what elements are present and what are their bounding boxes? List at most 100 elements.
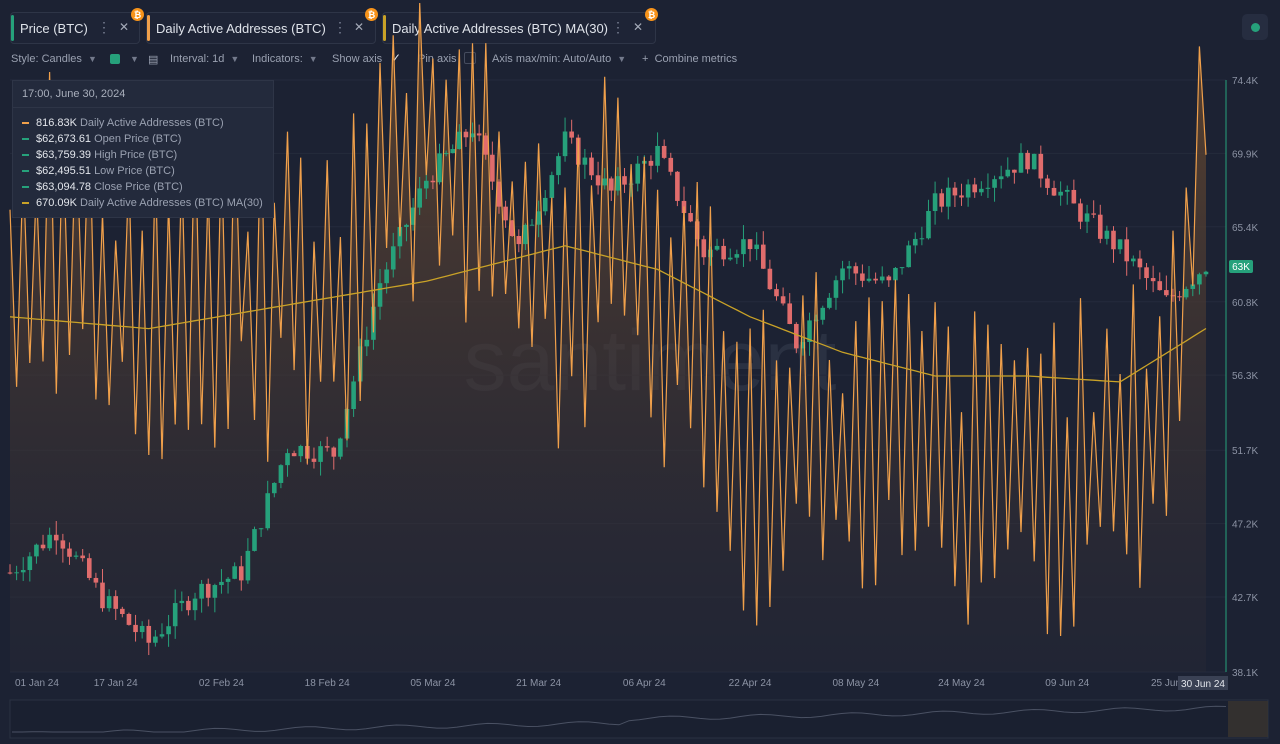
more-icon[interactable]: ⋮ bbox=[611, 19, 625, 35]
close-icon[interactable]: ✕ bbox=[633, 20, 644, 34]
candle bbox=[655, 132, 660, 173]
axis-maxmin-label: Axis max/min: Auto/Auto bbox=[492, 53, 612, 65]
candle bbox=[265, 480, 271, 531]
candle bbox=[886, 275, 892, 287]
style-dropdown[interactable]: Style: Candles ▼ bbox=[11, 53, 97, 65]
show-axis-label: Show axis bbox=[332, 53, 383, 65]
chart-toolbar: Style: Candles ▼ ▼ ▤ Interval: 1d ▼ Indica… bbox=[0, 50, 1280, 70]
candle bbox=[258, 527, 264, 537]
candle bbox=[780, 287, 786, 306]
candle bbox=[1038, 145, 1044, 188]
candle bbox=[1097, 204, 1103, 244]
tooltip-row-close: $63,094.78 Close Price (BTC) bbox=[22, 181, 183, 193]
candle bbox=[1031, 153, 1037, 170]
tab-daily-active-addresses[interactable]: Daily Active Addresses (BTC) ⋮ ✕ ₿ bbox=[146, 8, 378, 44]
close-icon[interactable]: ✕ bbox=[354, 20, 365, 34]
tab-accent bbox=[147, 15, 150, 41]
bitcoin-icon: ₿ bbox=[131, 8, 144, 21]
tooltip-row-ma30: 670.09K Daily Active Addresses (BTC) MA(3… bbox=[22, 197, 263, 209]
price-axis: 74.4K 69.9K 65.4K 60.8K 56.3K 51.7K 47.2K 42.7K… bbox=[1232, 76, 1258, 679]
candle bbox=[992, 175, 997, 202]
candle bbox=[219, 569, 224, 594]
candle bbox=[1045, 174, 1050, 195]
candle bbox=[840, 260, 845, 294]
price-tick-label: 42.7K bbox=[1232, 593, 1258, 604]
interval-dropdown[interactable]: Interval: 1d ▼ bbox=[170, 53, 239, 65]
candle bbox=[377, 268, 383, 320]
tab-daily-active-addresses-ma30[interactable]: Daily Active Addresses (BTC) MA(30) ⋮ ✕ … bbox=[382, 8, 658, 44]
time-tick-label: 18 Feb 24 bbox=[305, 678, 350, 689]
candle bbox=[1111, 226, 1116, 263]
candle bbox=[860, 264, 865, 288]
candle bbox=[734, 249, 740, 265]
candle bbox=[879, 266, 885, 284]
candle bbox=[1117, 239, 1123, 254]
chevron-down-icon: ▼ bbox=[617, 54, 627, 64]
candle bbox=[1012, 169, 1017, 184]
candle bbox=[919, 226, 925, 246]
candle bbox=[172, 589, 178, 639]
candle bbox=[1157, 272, 1163, 291]
color-swatch[interactable] bbox=[110, 54, 120, 64]
plus-icon: + bbox=[642, 53, 649, 65]
candle bbox=[827, 293, 832, 310]
candle bbox=[318, 441, 323, 476]
candle bbox=[476, 124, 482, 142]
pin-axis-checkbox[interactable] bbox=[464, 52, 476, 64]
candle bbox=[232, 562, 237, 580]
candle bbox=[159, 623, 165, 639]
chevron-down-icon[interactable]: ▼ bbox=[130, 54, 139, 64]
tab-accent bbox=[11, 15, 14, 41]
show-axis-checkbox[interactable]: ✓ bbox=[391, 51, 402, 65]
candle bbox=[721, 238, 726, 267]
candle bbox=[668, 152, 674, 176]
candle bbox=[754, 232, 759, 261]
candle bbox=[93, 572, 99, 588]
price-tick-label: 47.2K bbox=[1232, 520, 1258, 531]
candle bbox=[106, 589, 112, 612]
combine-metrics-button[interactable]: + Combine metrics bbox=[642, 53, 737, 65]
candle bbox=[252, 526, 257, 552]
more-icon[interactable]: ⋮ bbox=[333, 19, 347, 35]
candle bbox=[622, 167, 627, 193]
tooltip-date: 17:00, June 30, 2024 bbox=[13, 81, 273, 108]
candle bbox=[450, 144, 456, 154]
candle bbox=[457, 124, 462, 150]
candle bbox=[787, 293, 793, 325]
tab-label: Daily Active Addresses (BTC) bbox=[156, 20, 326, 36]
price-tick-label: 74.4K bbox=[1232, 76, 1258, 87]
calendar-icon[interactable]: ▤ bbox=[148, 54, 159, 66]
candle bbox=[1150, 265, 1156, 293]
combine-metrics-label: Combine metrics bbox=[654, 53, 738, 65]
axis-maxmin-dropdown[interactable]: Axis max/min: Auto/Auto ▼ bbox=[492, 53, 626, 65]
candle bbox=[926, 199, 931, 240]
x-highlight-label: 30 Jun 24 bbox=[1181, 679, 1225, 690]
close-icon[interactable]: ✕ bbox=[119, 20, 130, 34]
candle bbox=[80, 549, 85, 562]
indicators-dropdown[interactable]: Indicators: ▼ bbox=[252, 53, 318, 65]
candle bbox=[212, 583, 218, 613]
candle bbox=[932, 181, 938, 225]
candle bbox=[331, 446, 337, 470]
tooltip-row-low: $62,495.51 Low Price (BTC) bbox=[22, 165, 175, 177]
candle bbox=[820, 305, 826, 325]
tab-label: Daily Active Addresses (BTC) MA(30) bbox=[392, 20, 609, 36]
settings-button[interactable] bbox=[1242, 14, 1268, 40]
tab-price-btc[interactable]: Price (BTC) ⋮ ✕ ₿ bbox=[10, 8, 144, 44]
candle bbox=[602, 168, 607, 190]
candle bbox=[417, 176, 422, 215]
candle bbox=[536, 200, 541, 238]
time-tick-label: 09 Jun 24 bbox=[1045, 678, 1089, 689]
candle bbox=[846, 260, 852, 280]
candle bbox=[410, 198, 416, 231]
navigator[interactable] bbox=[9, 699, 1269, 739]
candle bbox=[311, 447, 317, 469]
more-icon[interactable]: ⋮ bbox=[97, 19, 111, 35]
candle bbox=[179, 591, 185, 612]
candle bbox=[47, 527, 52, 551]
candle bbox=[648, 155, 654, 180]
candle bbox=[1177, 290, 1182, 302]
price-tick-label: 65.4K bbox=[1232, 223, 1258, 234]
candle bbox=[20, 557, 26, 581]
